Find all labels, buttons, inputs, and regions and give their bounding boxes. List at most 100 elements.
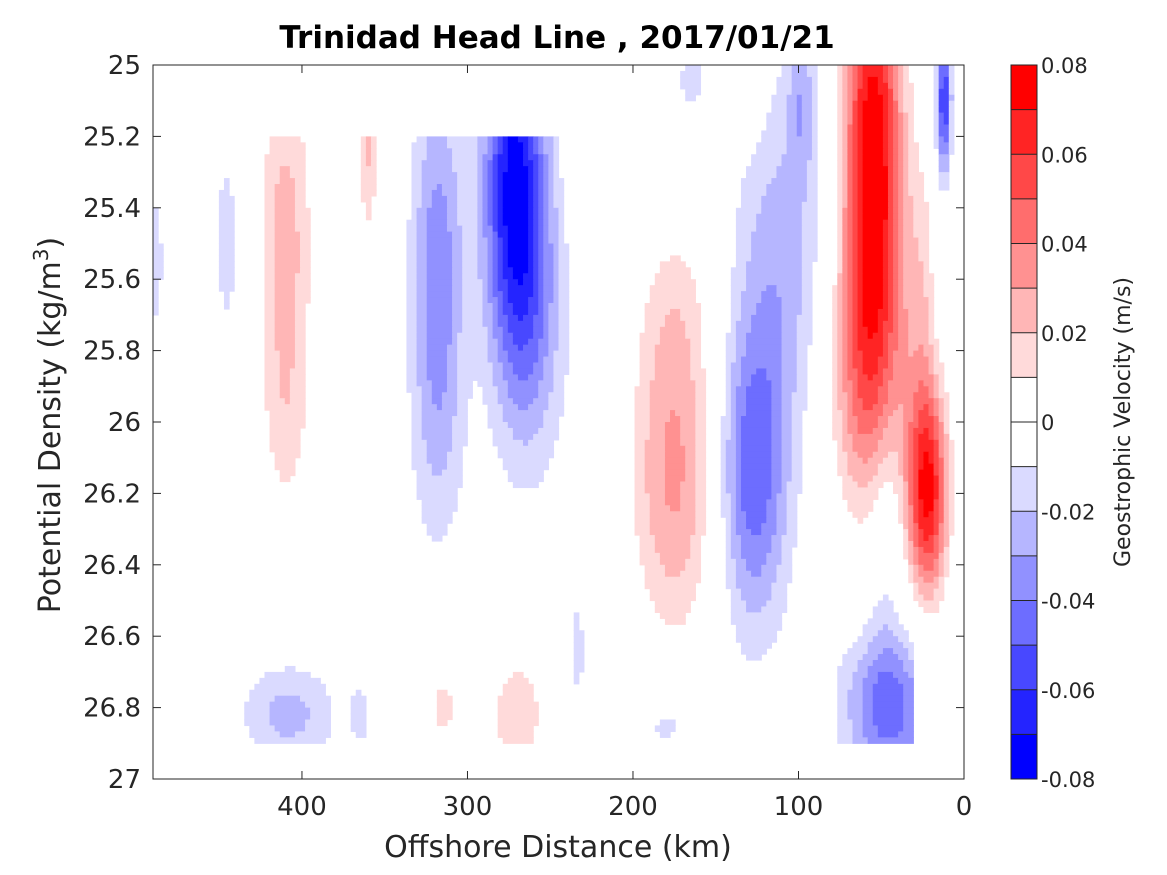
contour-cell bbox=[887, 148, 894, 155]
contour-cell bbox=[943, 475, 950, 483]
contour-cell bbox=[695, 481, 707, 489]
contour-cell bbox=[634, 499, 651, 506]
contour-cell bbox=[943, 487, 950, 494]
contour-cell bbox=[543, 320, 549, 328]
contour-cell bbox=[680, 481, 696, 489]
contour-cell bbox=[898, 207, 904, 215]
contour-cell bbox=[913, 517, 919, 524]
contour-cell bbox=[862, 201, 889, 209]
contour-cell bbox=[725, 398, 732, 405]
contour-cell bbox=[862, 297, 884, 304]
contour-cell bbox=[416, 279, 428, 286]
contour-cell bbox=[811, 94, 818, 102]
contour-cell bbox=[898, 677, 914, 685]
contour-cell bbox=[416, 374, 428, 381]
contour-cell bbox=[538, 166, 544, 173]
contour-cell bbox=[791, 404, 808, 411]
contour-cell bbox=[264, 237, 276, 245]
contour-cell bbox=[446, 344, 458, 352]
contour-cell bbox=[847, 404, 854, 411]
contour-cell bbox=[528, 184, 534, 191]
contour-cell bbox=[903, 189, 909, 197]
contour-cell bbox=[918, 552, 940, 560]
contour-cell bbox=[512, 398, 534, 405]
contour-cell bbox=[411, 184, 423, 191]
contour-cell bbox=[933, 564, 940, 572]
contour-cell bbox=[299, 255, 311, 262]
contour-cell bbox=[852, 142, 859, 149]
contour-cell bbox=[877, 320, 884, 328]
contour-cell bbox=[695, 416, 707, 423]
contour-cell bbox=[223, 297, 230, 304]
contour-cell bbox=[462, 237, 478, 245]
colorbar-tick-label: 0.02 bbox=[1041, 322, 1088, 346]
contour-cell bbox=[842, 314, 849, 322]
contour-cell bbox=[553, 178, 565, 185]
contour-cell bbox=[887, 362, 894, 370]
contour-cell bbox=[938, 76, 945, 84]
contour-cell bbox=[852, 731, 864, 738]
contour-cell bbox=[857, 76, 864, 84]
contour-cell bbox=[857, 207, 864, 215]
contour-cell bbox=[725, 410, 732, 417]
contour-cell bbox=[801, 106, 813, 114]
contour-cell bbox=[786, 499, 798, 506]
contour-cell bbox=[269, 719, 306, 727]
contour-cell bbox=[659, 332, 686, 340]
contour-cell bbox=[452, 320, 463, 328]
contour-cell bbox=[457, 374, 494, 381]
contour-cell bbox=[659, 719, 676, 727]
contour-cell bbox=[877, 76, 884, 84]
contour-cell bbox=[938, 570, 945, 578]
contour-cell bbox=[680, 433, 696, 441]
contour-cell bbox=[943, 463, 950, 471]
contour-cell bbox=[837, 303, 843, 310]
contour-cell bbox=[847, 148, 854, 155]
contour-cell bbox=[938, 564, 945, 572]
contour-cell bbox=[274, 195, 296, 203]
contour-cell bbox=[644, 457, 666, 465]
contour-cell bbox=[887, 76, 894, 84]
contour-cell bbox=[791, 392, 808, 399]
contour-cell bbox=[649, 523, 696, 530]
contour-cell bbox=[887, 136, 894, 143]
contour-cell bbox=[538, 154, 544, 161]
contour-cell bbox=[933, 481, 940, 489]
contour-cell bbox=[274, 451, 301, 459]
contour-cell bbox=[796, 344, 808, 352]
contour-cell bbox=[776, 576, 793, 584]
contour-cell bbox=[923, 576, 935, 584]
colorbar-segment bbox=[1011, 377, 1037, 423]
contour-cell bbox=[730, 499, 737, 506]
contour-cell bbox=[502, 273, 514, 280]
contour-cell bbox=[670, 505, 681, 512]
contour-cell bbox=[837, 201, 843, 209]
contour-cell bbox=[416, 261, 428, 268]
contour-cell bbox=[492, 142, 499, 149]
colorbar-tick-label: -0.08 bbox=[1041, 768, 1095, 792]
contour-cell bbox=[928, 338, 940, 346]
contour-cell bbox=[837, 380, 843, 387]
contour-cell bbox=[938, 511, 945, 518]
contour-cell bbox=[872, 695, 904, 703]
contour-cell bbox=[457, 362, 494, 370]
contour-cell bbox=[903, 225, 914, 233]
contour-cell bbox=[492, 267, 499, 274]
contour-cell bbox=[857, 136, 864, 143]
contour-cell bbox=[842, 213, 849, 221]
contour-cell bbox=[462, 273, 478, 280]
contour-cell bbox=[441, 184, 458, 191]
contour-cell bbox=[548, 166, 555, 173]
contour-cell bbox=[462, 255, 478, 262]
contour-cell bbox=[852, 154, 859, 161]
contour-cell bbox=[740, 594, 772, 602]
contour-cell bbox=[740, 314, 752, 322]
contour-cell bbox=[725, 582, 737, 590]
contour-cell bbox=[639, 344, 656, 352]
contour-cell bbox=[416, 285, 428, 292]
contour-cell bbox=[441, 189, 458, 197]
contour-cell bbox=[426, 368, 448, 375]
contour-cell bbox=[685, 558, 702, 566]
contour-cell bbox=[543, 267, 555, 274]
contour-cell bbox=[421, 195, 433, 203]
